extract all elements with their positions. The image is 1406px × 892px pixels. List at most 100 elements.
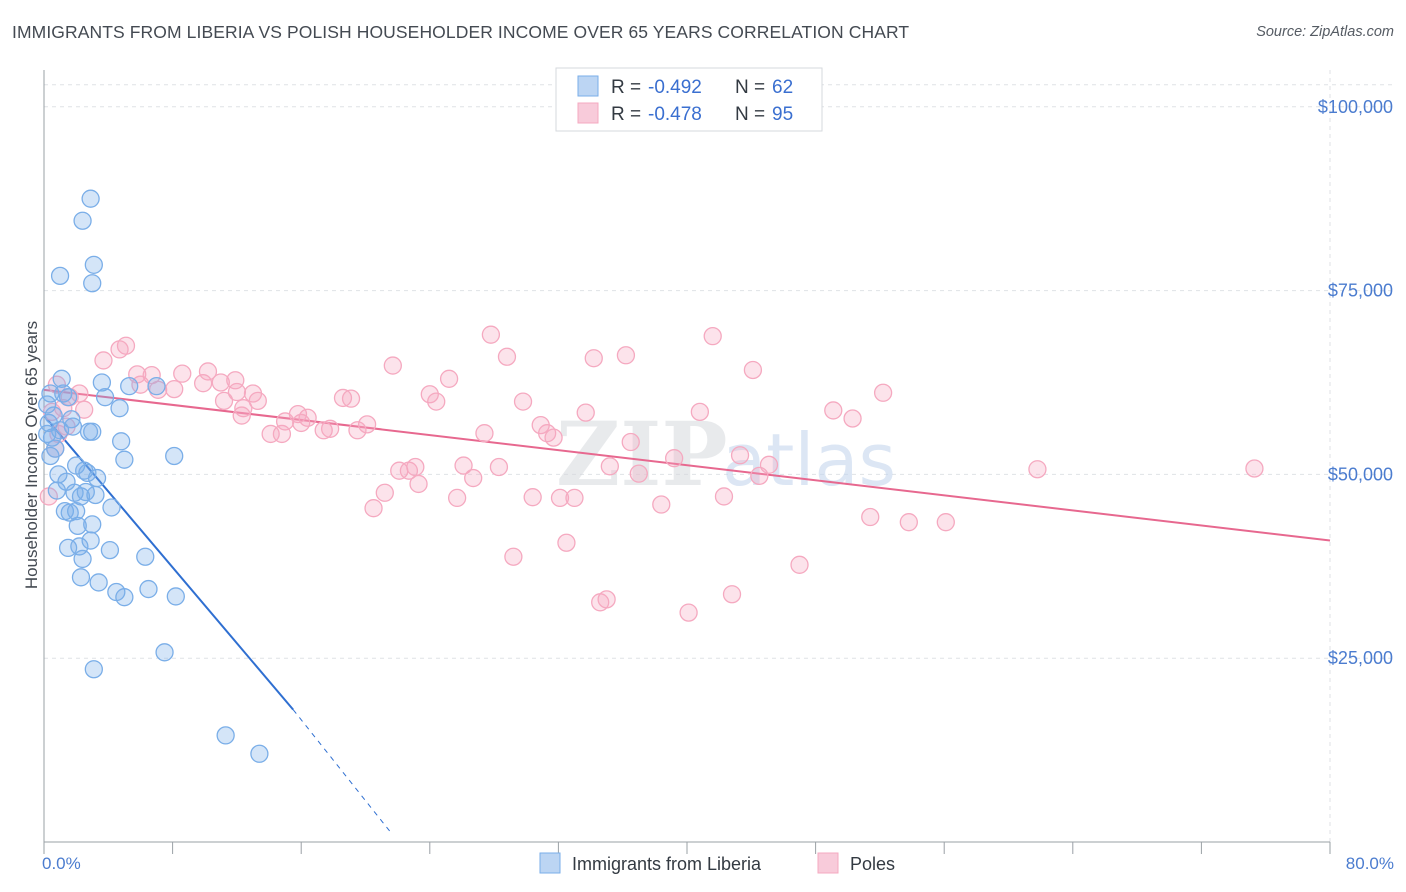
data-point-liberia [92, 373, 112, 392]
data-point-liberia [50, 266, 70, 286]
data-point-poles [790, 555, 809, 574]
data-point-liberia [73, 549, 92, 569]
data-point-poles [565, 488, 584, 508]
data-point-poles [730, 446, 750, 465]
stats-legend-box [555, 67, 823, 132]
data-point-poles [843, 409, 862, 428]
data-point-poles [406, 457, 425, 477]
x-tick-right: 80.0% [1346, 854, 1394, 873]
series-legend: Immigrants from Liberia Poles [539, 852, 895, 874]
data-point-poles [314, 421, 333, 440]
data-point-poles [690, 402, 710, 422]
data-point-liberia [166, 587, 185, 606]
data-point-poles [165, 379, 184, 399]
data-point-poles [504, 547, 523, 566]
data-point-liberia [81, 531, 100, 550]
data-point-liberia [38, 395, 57, 414]
data-point-poles [193, 374, 213, 393]
data-point-poles [714, 487, 734, 506]
data-point-liberia [81, 189, 100, 208]
data-point-liberia [60, 503, 79, 522]
data-point-poles [348, 421, 367, 440]
data-point-poles [481, 325, 501, 344]
y-tick-label: $50,000 [1328, 464, 1393, 484]
data-point-poles [364, 499, 383, 518]
data-point-poles [489, 457, 509, 477]
data-point-liberia [38, 424, 57, 444]
data-point-poles [1028, 460, 1047, 479]
data-point-poles [211, 373, 230, 392]
axes [43, 70, 1331, 854]
data-point-liberia [83, 274, 102, 293]
data-point-poles [597, 590, 616, 609]
series-legend-label-liberia: Immigrants from Liberia [572, 854, 762, 874]
data-point-poles [94, 351, 113, 370]
chart-title: IMMIGRANTS FROM LIBERIA VS POLISH HOUSEH… [12, 22, 910, 42]
legend-n-value-liberia: 62 [772, 77, 793, 98]
data-point-liberia [115, 450, 134, 469]
data-point-poles [899, 513, 918, 532]
data-point-poles [214, 391, 234, 411]
data-point-poles [198, 362, 218, 381]
data-point-liberia [52, 369, 71, 388]
data-point-poles [600, 457, 619, 476]
grid-lines [44, 70, 1392, 842]
data-point-poles [447, 488, 467, 508]
legend-r-label-poles: R = [611, 104, 646, 125]
data-point-liberia [68, 516, 87, 535]
data-point-liberia [76, 482, 95, 502]
data-point-liberia [155, 643, 174, 662]
data-point-liberia [136, 547, 155, 566]
data-points [38, 189, 1264, 763]
data-point-poles [557, 533, 576, 552]
data-point-poles [234, 399, 253, 418]
data-point-liberia [115, 588, 134, 607]
legend-swatch-poles [577, 102, 599, 124]
data-point-poles [409, 474, 428, 494]
data-point-liberia [84, 255, 103, 274]
data-point-liberia [112, 432, 131, 451]
data-point-poles [679, 603, 698, 622]
legend-swatch-liberia [577, 75, 599, 97]
legend-r-label-liberia: R = [611, 77, 646, 98]
data-point-poles [375, 483, 394, 502]
data-point-liberia [139, 579, 158, 599]
data-point-liberia [78, 463, 97, 483]
data-point-poles [320, 419, 340, 438]
data-point-liberia [41, 446, 60, 466]
watermark-atlas: atlas [722, 418, 896, 502]
data-point-poles [621, 432, 640, 452]
x-tick-left: 0.0% [42, 854, 81, 873]
y-tick-label: $25,000 [1328, 648, 1393, 668]
data-point-poles [439, 369, 459, 388]
data-point-liberia [89, 573, 108, 592]
data-point-poles [464, 468, 483, 488]
data-point-poles [243, 384, 263, 403]
data-point-poles [497, 347, 517, 366]
legend-r-value-poles: -0.478 [648, 104, 702, 125]
data-point-poles [759, 455, 779, 474]
source-attribution: Source: ZipAtlas.com [1256, 24, 1394, 40]
data-point-poles [454, 456, 473, 475]
data-point-liberia [63, 417, 83, 436]
data-point-poles [664, 449, 684, 468]
data-point-poles [743, 360, 763, 380]
data-point-poles [357, 415, 377, 434]
data-point-liberia [73, 211, 92, 230]
data-point-poles [652, 495, 671, 514]
data-point-poles [292, 413, 311, 433]
data-point-poles [110, 340, 129, 359]
y-tick-label: $100,000 [1318, 97, 1393, 117]
data-point-poles [861, 507, 880, 527]
legend-n-label-liberia: N = [735, 77, 770, 98]
data-point-poles [173, 364, 192, 383]
data-point-liberia [102, 498, 121, 517]
data-point-poles [420, 385, 439, 404]
data-point-liberia [83, 422, 102, 441]
data-point-liberia [84, 660, 103, 679]
data-point-poles [227, 382, 247, 402]
data-point-liberia [62, 410, 81, 429]
series-legend-label-poles: Poles [850, 854, 895, 874]
data-point-poles [936, 513, 955, 532]
